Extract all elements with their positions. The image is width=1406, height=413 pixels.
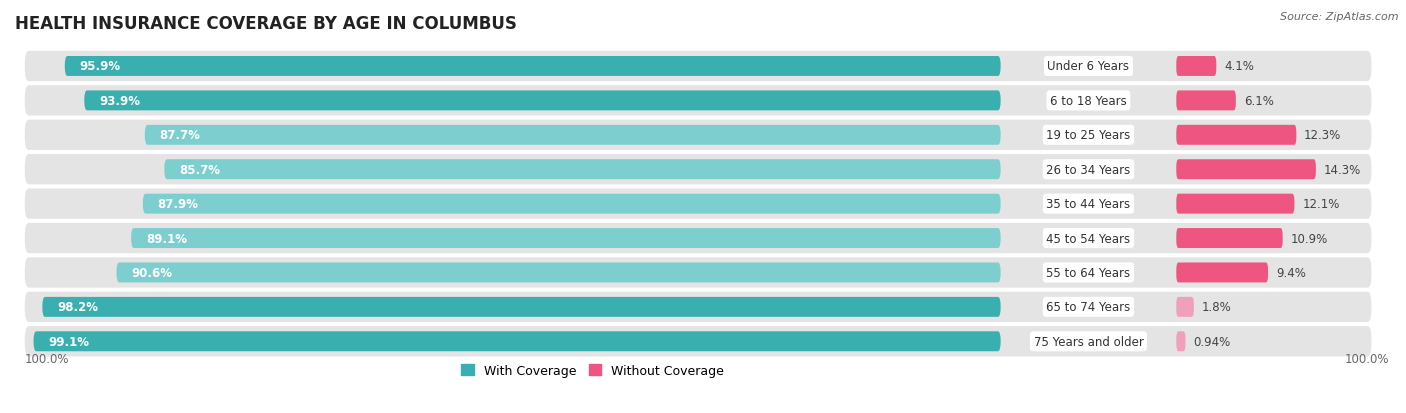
FancyBboxPatch shape [25,292,1371,322]
FancyBboxPatch shape [131,228,1001,249]
FancyBboxPatch shape [25,155,1371,185]
Text: 10.9%: 10.9% [1291,232,1327,245]
Text: Under 6 Years: Under 6 Years [1047,60,1129,73]
FancyBboxPatch shape [25,223,1371,254]
Text: 99.1%: 99.1% [48,335,89,348]
FancyBboxPatch shape [25,120,1371,151]
Text: 35 to 44 Years: 35 to 44 Years [1046,198,1130,211]
Text: 45 to 54 Years: 45 to 54 Years [1046,232,1130,245]
FancyBboxPatch shape [1177,228,1282,249]
Text: 14.3%: 14.3% [1323,163,1361,176]
FancyBboxPatch shape [84,91,1001,111]
FancyBboxPatch shape [25,326,1371,356]
FancyBboxPatch shape [165,160,1001,180]
Text: 100.0%: 100.0% [25,352,69,365]
FancyBboxPatch shape [25,52,1371,82]
Text: 9.4%: 9.4% [1275,266,1306,279]
FancyBboxPatch shape [25,258,1371,288]
FancyBboxPatch shape [1177,91,1236,111]
Text: 4.1%: 4.1% [1225,60,1254,73]
FancyBboxPatch shape [25,189,1371,219]
FancyBboxPatch shape [117,263,1001,283]
Text: 95.9%: 95.9% [79,60,121,73]
FancyBboxPatch shape [34,332,1001,351]
FancyBboxPatch shape [65,57,1001,77]
Text: Source: ZipAtlas.com: Source: ZipAtlas.com [1281,12,1399,22]
FancyBboxPatch shape [1177,297,1194,317]
Text: 19 to 25 Years: 19 to 25 Years [1046,129,1130,142]
FancyBboxPatch shape [25,86,1371,116]
Text: 1.8%: 1.8% [1202,301,1232,313]
FancyBboxPatch shape [1177,194,1295,214]
Text: 55 to 64 Years: 55 to 64 Years [1046,266,1130,279]
Text: 65 to 74 Years: 65 to 74 Years [1046,301,1130,313]
Text: 93.9%: 93.9% [98,95,141,108]
FancyBboxPatch shape [1177,160,1316,180]
Text: HEALTH INSURANCE COVERAGE BY AGE IN COLUMBUS: HEALTH INSURANCE COVERAGE BY AGE IN COLU… [15,15,517,33]
Text: 89.1%: 89.1% [146,232,187,245]
FancyBboxPatch shape [145,126,1001,145]
FancyBboxPatch shape [1177,126,1296,145]
FancyBboxPatch shape [1177,332,1185,351]
FancyBboxPatch shape [143,194,1001,214]
Text: 98.2%: 98.2% [58,301,98,313]
Text: 90.6%: 90.6% [131,266,172,279]
Text: 75 Years and older: 75 Years and older [1033,335,1143,348]
Text: 87.7%: 87.7% [159,129,200,142]
Text: 6 to 18 Years: 6 to 18 Years [1050,95,1126,108]
FancyBboxPatch shape [1177,263,1268,283]
Text: 100.0%: 100.0% [1344,352,1389,365]
Text: 6.1%: 6.1% [1244,95,1274,108]
FancyBboxPatch shape [1177,57,1216,77]
Legend: With Coverage, Without Coverage: With Coverage, Without Coverage [457,359,730,382]
Text: 0.94%: 0.94% [1194,335,1230,348]
Text: 85.7%: 85.7% [179,163,219,176]
FancyBboxPatch shape [42,297,1001,317]
Text: 12.3%: 12.3% [1305,129,1341,142]
Text: 12.1%: 12.1% [1302,198,1340,211]
Text: 87.9%: 87.9% [157,198,198,211]
Text: 26 to 34 Years: 26 to 34 Years [1046,163,1130,176]
